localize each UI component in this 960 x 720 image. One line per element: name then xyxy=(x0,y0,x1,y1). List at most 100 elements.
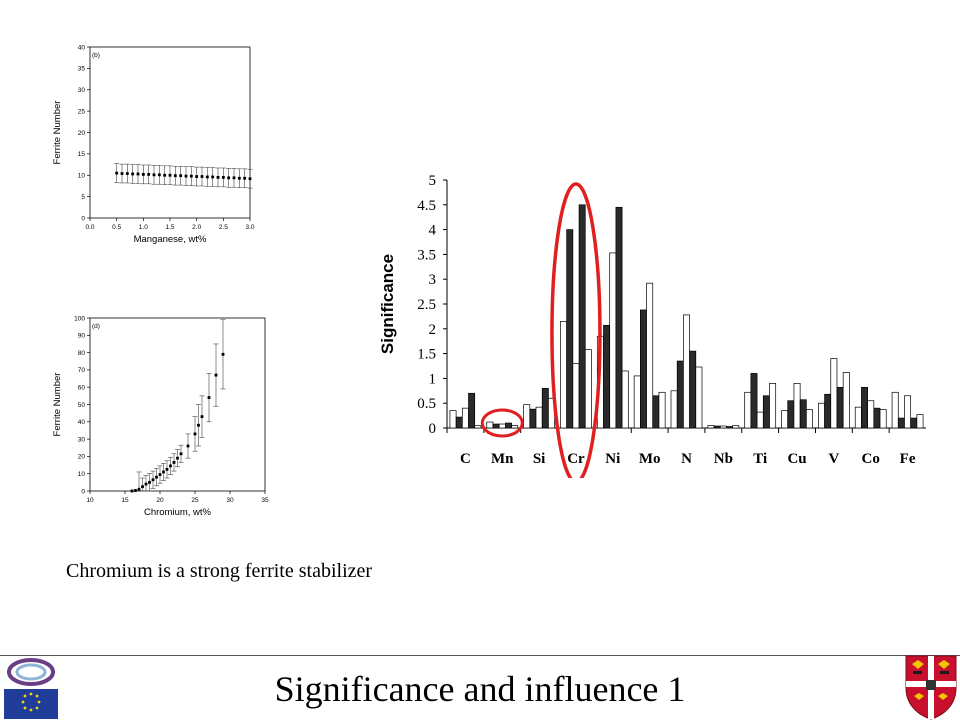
y-tick-label: 10 xyxy=(78,173,86,180)
bar xyxy=(910,417,918,429)
x-tick-label: V xyxy=(828,451,839,467)
y-tick-label: 70 xyxy=(78,367,86,374)
bar xyxy=(523,404,531,429)
data-point xyxy=(179,174,183,178)
x-tick-label: N xyxy=(681,451,692,467)
x-tick-label: 10 xyxy=(86,497,94,504)
data-point xyxy=(151,478,155,482)
data-point xyxy=(221,352,225,356)
y-tick-label: 3.5 xyxy=(417,247,436,263)
data-point xyxy=(184,174,188,178)
x-tick-label: Nb xyxy=(714,451,733,467)
data-point xyxy=(237,176,241,180)
y-tick-label: 5 xyxy=(81,194,85,201)
y-tick-label: 50 xyxy=(78,402,86,409)
data-point xyxy=(148,480,151,484)
data-point xyxy=(141,485,144,489)
bar xyxy=(707,425,715,429)
y-tick-label: 15 xyxy=(78,151,86,158)
bar xyxy=(640,309,647,429)
data-point xyxy=(214,373,218,377)
bar xyxy=(670,390,678,429)
bar xyxy=(541,387,549,429)
data-point xyxy=(137,487,141,491)
x-tick-label: Cr xyxy=(567,451,585,467)
y-tick-label: 60 xyxy=(78,385,86,392)
bar xyxy=(676,360,684,429)
x-tick-label: 1.5 xyxy=(165,224,174,231)
bar xyxy=(732,425,740,429)
marie-curie-logo xyxy=(4,658,58,719)
y-tick-label: 80 xyxy=(78,350,86,357)
data-point xyxy=(115,171,119,175)
bar xyxy=(762,395,770,429)
data-point xyxy=(141,172,145,176)
data-point xyxy=(162,470,165,474)
bar xyxy=(560,321,568,429)
x-tick-label: Mn xyxy=(491,451,514,467)
bar xyxy=(824,393,832,429)
bar xyxy=(658,391,666,429)
data-point xyxy=(189,174,193,178)
chromium-chart: 10 15 20 25 30 350102030405060708090100Chromi… xyxy=(52,315,269,518)
y-tick-label: 0 xyxy=(81,215,85,222)
manganese-chart: 0.0 0.5 1.0 1.5 2.0 2.5 3.0 0 5 10 15 20 25 30 35 40 Man… xyxy=(52,44,255,245)
y-tick-label: 100 xyxy=(74,315,85,322)
y-tick-label: 1.5 xyxy=(417,347,436,363)
y-tick-label: 30 xyxy=(78,436,86,443)
data-point xyxy=(205,175,209,179)
bar xyxy=(854,406,862,429)
x-tick-label: 0.0 xyxy=(85,224,94,231)
data-point xyxy=(147,172,151,176)
x-axis-label: Chromium, wt% xyxy=(144,507,212,518)
bar xyxy=(904,395,912,429)
data-point xyxy=(131,172,135,176)
slide-caption: Chromium is a strong ferrite stabilizer xyxy=(66,560,373,582)
bar xyxy=(873,407,881,429)
data-point xyxy=(232,176,236,180)
y-axis-label: Ferrite Number xyxy=(52,373,63,437)
bar xyxy=(455,416,463,429)
bar xyxy=(842,372,850,429)
bar xyxy=(719,425,727,429)
data-point xyxy=(130,489,134,493)
data-point xyxy=(186,444,190,448)
y-tick-label: 20 xyxy=(78,130,86,137)
y-tick-label: 2 xyxy=(429,322,437,338)
bar xyxy=(867,400,875,429)
y-tick-label: 0 xyxy=(81,488,85,495)
bar xyxy=(756,411,764,429)
bar xyxy=(615,206,623,429)
y-tick-label: 40 xyxy=(78,419,86,426)
panel-label: (d) xyxy=(92,323,100,330)
bar xyxy=(799,399,807,429)
x-axis-label: Manganese, wt% xyxy=(134,234,207,245)
x-tick-label: Fe xyxy=(900,451,916,467)
y-tick-label: 90 xyxy=(78,333,86,340)
y-tick-label: 4.5 xyxy=(417,198,436,214)
data-point xyxy=(176,456,179,460)
bar xyxy=(511,425,519,429)
x-tick-label: Si xyxy=(533,451,546,467)
bar xyxy=(535,406,543,429)
y-axis-label: Ferrite Number xyxy=(52,101,63,165)
y-tick-label: 2.5 xyxy=(417,297,436,313)
x-tick-label: 0.5 xyxy=(112,224,121,231)
bar xyxy=(609,252,617,429)
bar xyxy=(486,421,494,429)
data-point xyxy=(248,177,252,181)
data-point xyxy=(200,175,204,178)
bar xyxy=(695,366,703,429)
bar xyxy=(861,386,868,429)
bar xyxy=(468,392,476,429)
bar xyxy=(578,204,586,429)
bar xyxy=(726,426,733,429)
data-point xyxy=(197,423,200,427)
data-point xyxy=(163,173,167,177)
data-point xyxy=(165,467,169,471)
bar xyxy=(836,386,844,429)
y-tick-label: 5 xyxy=(429,173,437,189)
data-point xyxy=(227,176,231,180)
data-point xyxy=(216,175,220,179)
data-point xyxy=(136,172,140,176)
